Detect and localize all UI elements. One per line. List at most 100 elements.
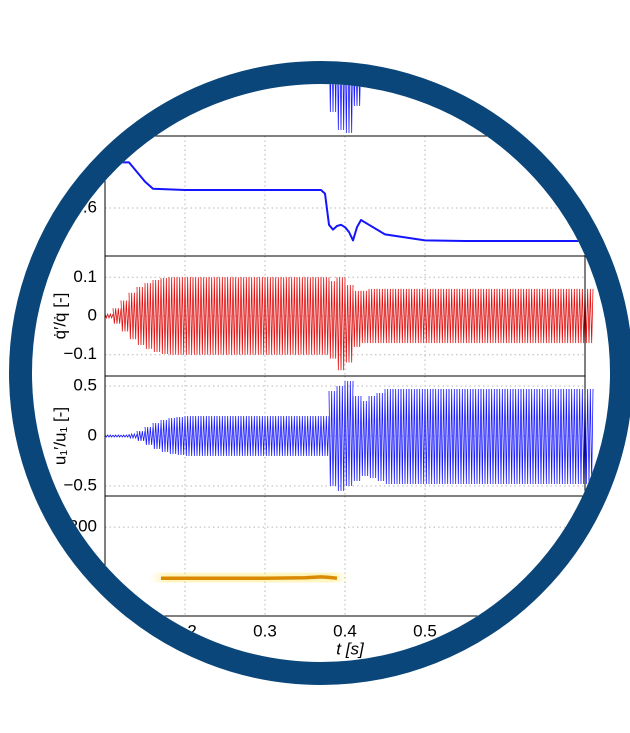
oscillation bbox=[176, 416, 186, 456]
oscillation bbox=[537, 75, 545, 77]
oscillation bbox=[497, 75, 505, 77]
oscillation bbox=[520, 288, 530, 344]
x-tick-label: 0.3 bbox=[253, 621, 277, 640]
oscillation bbox=[264, 415, 274, 457]
oscillation bbox=[161, 75, 169, 77]
y-tick-label: 0.5 bbox=[73, 375, 97, 394]
oscillation bbox=[208, 415, 218, 457]
oscillation bbox=[561, 75, 569, 77]
oscillation bbox=[336, 277, 346, 371]
oscillation bbox=[416, 288, 426, 344]
oscillation bbox=[280, 277, 290, 355]
oscillation bbox=[528, 388, 538, 485]
oscillation bbox=[440, 288, 450, 344]
oscillation bbox=[456, 388, 466, 485]
oscillation bbox=[145, 75, 153, 77]
oscillation bbox=[384, 388, 394, 485]
x-tick-label: 0.5 bbox=[413, 621, 437, 640]
oscillation bbox=[136, 430, 146, 442]
y-tick-label: 0.1 bbox=[73, 267, 97, 286]
oscillation bbox=[520, 388, 530, 485]
oscillation bbox=[208, 277, 218, 355]
oscillation bbox=[432, 288, 442, 344]
oscillation bbox=[144, 283, 154, 349]
oscillation bbox=[448, 388, 458, 485]
oscillation bbox=[112, 434, 122, 438]
oscillation bbox=[272, 277, 282, 355]
y-tick-label: 0 bbox=[88, 425, 97, 444]
oscillation bbox=[585, 75, 593, 77]
oscillation bbox=[328, 390, 338, 487]
oscillation bbox=[120, 300, 130, 332]
oscillation bbox=[312, 415, 322, 457]
oscillation bbox=[312, 277, 322, 355]
oscillation bbox=[264, 277, 274, 355]
oscillation bbox=[408, 388, 418, 485]
oscillation bbox=[465, 75, 473, 77]
oscillation bbox=[320, 415, 330, 457]
oscillation bbox=[328, 84, 338, 113]
oscillation bbox=[424, 288, 434, 344]
oscillation bbox=[248, 415, 258, 457]
oscillation bbox=[352, 395, 362, 482]
oscillation bbox=[481, 75, 489, 77]
oscillation bbox=[344, 84, 354, 134]
oscillation bbox=[464, 388, 474, 485]
x-tick-label: 0.4 bbox=[333, 621, 357, 640]
oscillation bbox=[584, 388, 594, 485]
oscillation bbox=[505, 75, 513, 77]
oscillation bbox=[336, 84, 346, 131]
oscillation bbox=[392, 388, 402, 485]
oscillation bbox=[152, 422, 162, 450]
oscillation bbox=[256, 277, 266, 355]
oscillation bbox=[433, 75, 441, 77]
oscillation bbox=[216, 277, 226, 355]
oscillation bbox=[160, 278, 170, 354]
oscillation bbox=[577, 75, 585, 77]
oscillation bbox=[360, 290, 370, 344]
oscillation bbox=[200, 415, 210, 457]
oscillation bbox=[416, 388, 426, 485]
oscillation bbox=[472, 288, 482, 344]
oscillation bbox=[553, 75, 561, 77]
oscillation bbox=[200, 277, 210, 355]
oscillation bbox=[480, 288, 490, 344]
oscillation bbox=[496, 388, 506, 485]
oscillation bbox=[120, 434, 130, 438]
oscillation bbox=[104, 312, 114, 320]
oscillation bbox=[536, 288, 546, 344]
oscillation bbox=[185, 75, 193, 77]
oscillation bbox=[344, 380, 354, 487]
oscillation bbox=[360, 400, 370, 477]
oscillation bbox=[376, 392, 386, 482]
oscillation bbox=[177, 75, 185, 77]
oscillation bbox=[169, 75, 177, 77]
oscillation bbox=[320, 277, 330, 355]
oscillation bbox=[544, 288, 554, 344]
oscillation bbox=[152, 279, 162, 353]
oscillation bbox=[449, 75, 457, 77]
oscillation bbox=[528, 288, 538, 344]
oscillation bbox=[304, 277, 314, 355]
oscillation bbox=[288, 415, 298, 457]
oscillation bbox=[232, 415, 242, 457]
oscillation bbox=[425, 75, 433, 77]
frame-ring bbox=[9, 61, 630, 685]
oscillation bbox=[209, 75, 217, 77]
oscillation bbox=[104, 434, 114, 438]
oscillation bbox=[552, 288, 562, 344]
oscillation bbox=[496, 288, 506, 344]
oscillation bbox=[400, 288, 410, 344]
oscillation bbox=[336, 385, 346, 492]
oscillation bbox=[288, 277, 298, 355]
oscillation bbox=[568, 388, 578, 485]
plot-area: 0.60.10−0.1q̇′/q̇ [-]0.50−0.5u₁′/u₁ [-]2… bbox=[50, 75, 594, 658]
oscillation bbox=[376, 288, 386, 344]
oscillation bbox=[192, 415, 202, 457]
oscillation bbox=[344, 285, 354, 363]
oscillation bbox=[529, 75, 537, 77]
oscillation bbox=[352, 84, 362, 107]
oscillation bbox=[489, 75, 497, 77]
oscillation bbox=[473, 75, 481, 77]
series-line bbox=[105, 161, 585, 242]
